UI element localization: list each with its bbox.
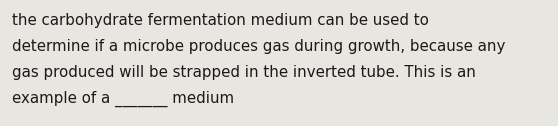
- Text: the carbohydrate fermentation medium can be used to: the carbohydrate fermentation medium can…: [12, 13, 429, 28]
- Text: example of a _______ medium: example of a _______ medium: [12, 91, 234, 107]
- Text: determine if a microbe produces gas during growth, because any: determine if a microbe produces gas duri…: [12, 39, 506, 54]
- Text: gas produced will be strapped in the inverted tube. This is an: gas produced will be strapped in the inv…: [12, 65, 476, 80]
